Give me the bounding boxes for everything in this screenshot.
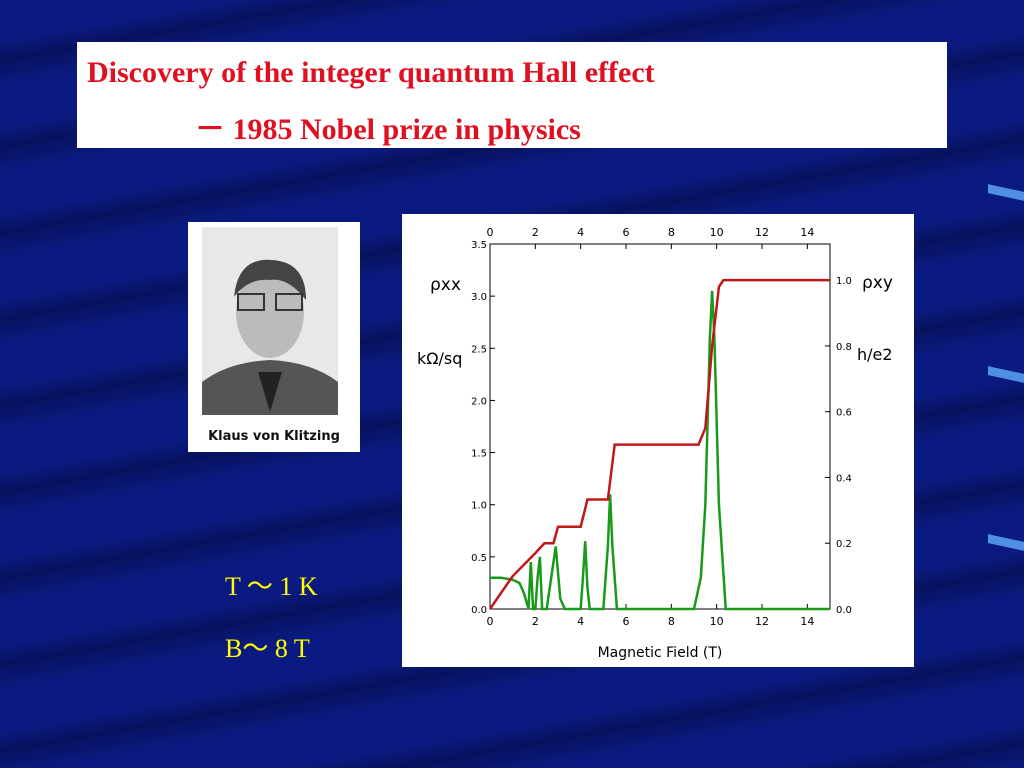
y2-tick-label: 0.8 — [836, 342, 852, 353]
x-tick-label: 14 — [800, 226, 814, 239]
chart: 0 0 2 2 4 4 6 6 8 8 10 10 12 12 14 14 0.0 0.5 1.0 1.5 2.0 2.5… — [402, 214, 914, 667]
note: T ～ 1 K — [225, 572, 318, 601]
y-tick-label: 0.0 — [471, 605, 487, 616]
photo: Klaus von Klitzing — [188, 222, 360, 452]
y2-tick-label: 0.6 — [836, 408, 852, 419]
y2-axis-unit: h/e2 — [857, 345, 893, 364]
x-tick-label: 2 — [532, 226, 539, 239]
x-tick-label: 4 — [577, 615, 584, 628]
x-tick-label: 14 — [800, 615, 814, 628]
x-tick-label: 12 — [755, 226, 769, 239]
data-line — [488, 278, 830, 610]
title: Discovery of the integer quantum Hall ef… — [87, 56, 655, 89]
x-tick-label: 6 — [623, 226, 630, 239]
x-tick-label: 10 — [710, 615, 724, 628]
x-tick-label: 2 — [532, 615, 539, 628]
x-axis-label: Magnetic Field (T) — [598, 645, 723, 661]
decoration — [988, 534, 1024, 551]
title-box: Discovery of the integer quantum Hall ef… — [77, 42, 947, 148]
photo-caption: Klaus von Klitzing — [208, 429, 340, 444]
x-tick-label: 8 — [668, 226, 675, 239]
y-axis-unit: kΩ/sq — [417, 349, 462, 368]
y2-tick-label: 0.4 — [836, 473, 852, 484]
y-tick-label: 2.0 — [471, 396, 487, 407]
y2-tick-label: 0.0 — [836, 605, 852, 616]
x-tick-label: 0 — [487, 226, 494, 239]
decoration — [988, 366, 1024, 383]
decoration — [988, 184, 1024, 201]
y-axis-label: ρxx — [430, 275, 461, 295]
subtitle: － 1985 Nobel prize in physics — [195, 113, 581, 146]
x-tick-label: 0 — [487, 615, 494, 628]
x-tick-label: 8 — [668, 615, 675, 628]
x-tick-label: 4 — [577, 226, 584, 239]
note: B～ 8 T — [225, 634, 310, 663]
y-tick-label: 0.5 — [471, 553, 487, 564]
y-tick-label: 1.0 — [471, 501, 487, 512]
y2-tick-label: 0.2 — [836, 539, 852, 550]
y-tick-label: 3.0 — [471, 292, 487, 303]
x-tick-label: 12 — [755, 615, 769, 628]
y-tick-label: 2.5 — [471, 344, 487, 355]
x-tick-label: 10 — [710, 226, 724, 239]
portrait: Klaus von Klitzing — [202, 227, 340, 444]
y-tick-label: 3.5 — [471, 240, 487, 251]
chart-background — [402, 214, 914, 667]
data-line — [490, 290, 830, 611]
y2-tick-label: 1.0 — [836, 276, 852, 287]
y2-axis-label: ρxy — [862, 273, 893, 293]
y-tick-label: 1.5 — [471, 449, 487, 460]
x-tick-label: 6 — [623, 615, 630, 628]
